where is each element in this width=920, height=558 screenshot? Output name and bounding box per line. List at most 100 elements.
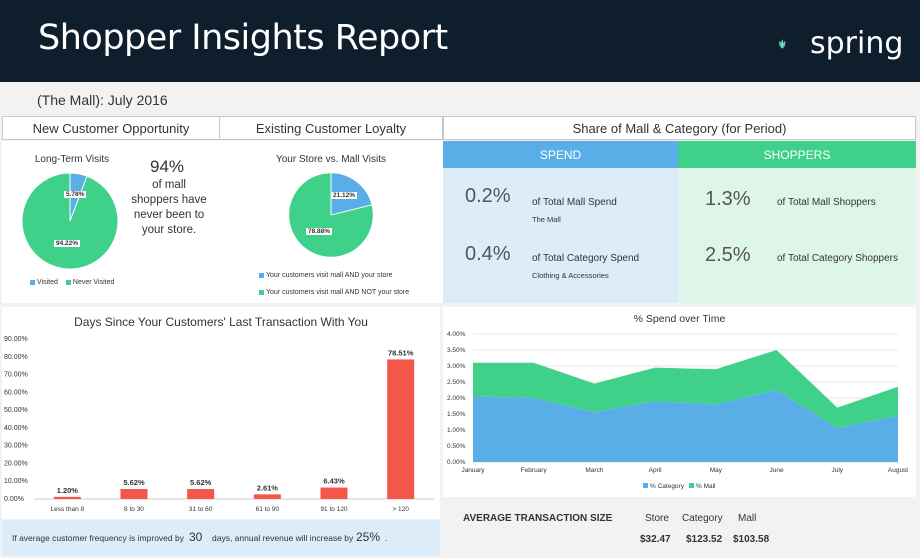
spend-mall-label: of Total Mall Spend xyxy=(532,197,617,208)
y-tick-label: 60.00% xyxy=(4,389,28,396)
store-vs-mall-title: Your Store vs. Mall Visits xyxy=(275,154,387,165)
x-category-label: March xyxy=(585,467,603,474)
y-tick-label: 70.00% xyxy=(4,372,28,379)
legend-label: % Category xyxy=(650,483,685,490)
shoppers-category-label: of Total Category Shoppers xyxy=(777,253,899,264)
bar-data-label: 1.20% xyxy=(57,486,79,495)
x-category-label: 31 to 60 xyxy=(189,506,213,513)
visited-slice-label: 5.78% xyxy=(64,191,87,198)
tab-share-of-mall-category[interactable]: Share of Mall & Category (for Period) xyxy=(443,116,916,140)
x-category-label: > 120 xyxy=(392,506,409,513)
legend-and-store: Your customers visit mall AND your store xyxy=(266,272,393,279)
shoppers-mall-value: 1.3% xyxy=(705,188,751,210)
not-store-slice-label: 78.88% xyxy=(306,228,333,235)
avg-category-header: Category xyxy=(682,513,723,524)
long-term-visits-panel: Long-Term Visits 5.78% 94.22% 94% of mal… xyxy=(2,141,220,303)
tab-existing-customer-loyalty[interactable]: Existing Customer Loyalty xyxy=(219,116,443,140)
bar-data-label: 5.62% xyxy=(123,478,145,487)
long-term-visits-pie xyxy=(21,172,119,270)
y-tick-label: 3.00% xyxy=(447,363,466,370)
legend-swatch xyxy=(30,280,35,285)
x-category-label: 8 to 30 xyxy=(124,506,144,513)
note-mid: days, annual revenue will increase by xyxy=(212,533,354,543)
never-visited-description: of mall shoppers have never been to your… xyxy=(124,178,214,238)
x-category-label: August xyxy=(888,467,908,474)
spend-over-time-panel: % Spend over Time 0.00% 0.50% 1.00% 1.50% 2.… xyxy=(443,307,916,497)
y-tick-label: 80.00% xyxy=(4,354,28,361)
bar-data-label: 2.61% xyxy=(257,483,279,492)
desc-line: shoppers have xyxy=(131,194,207,206)
legend-swatch xyxy=(259,290,264,295)
frequency-note: If average customer frequency is improve… xyxy=(2,520,440,556)
pie-slice-never-visited xyxy=(21,172,119,270)
report-header: Shopper Insights Report spring xyxy=(0,0,920,82)
logo-text: spring xyxy=(810,26,904,61)
y-tick-label: 4.00% xyxy=(447,331,466,338)
spend-mall-value: 0.2% xyxy=(465,185,511,207)
pie-slice-your-customers-visit-mall-and-not-your-store xyxy=(288,172,374,258)
report-title: Shopper Insights Report xyxy=(38,18,448,58)
days-since-title: Days Since Your Customers' Last Transact… xyxy=(74,315,368,329)
spend-category-label: of Total Category Spend xyxy=(532,253,640,264)
long-term-visits-title: Long-Term Visits xyxy=(34,154,110,165)
avg-category-value: $123.52 xyxy=(686,534,723,545)
shoppers-category-value: 2.5% xyxy=(705,244,751,266)
and-store-slice-label: 21.12% xyxy=(331,192,358,199)
days-since-panel: Days Since Your Customers' Last Transact… xyxy=(2,307,440,519)
report-subtitle: (The Mall): July 2016 xyxy=(37,92,168,108)
x-category-label: June xyxy=(770,467,784,474)
y-tick-label: 40.00% xyxy=(4,425,28,432)
spend-body: 0.2% of Total Mall Spend The Mall 0.4% o… xyxy=(443,168,678,303)
y-tick-label: 50.00% xyxy=(4,407,28,414)
store-vs-mall-panel: Your Store vs. Mall Visits 21.12% 78.88%… xyxy=(219,141,443,303)
shoppers-body: 1.3% of Total Mall Shoppers 2.5% of Tota… xyxy=(678,168,916,303)
area-series-category xyxy=(473,390,898,462)
x-category-label: February xyxy=(521,467,548,474)
y-tick-label: 90.00% xyxy=(4,336,28,343)
loyalty-legend-1: Your customers visit mall AND your store xyxy=(259,272,393,279)
x-category-label: January xyxy=(461,467,485,474)
legend-swatch xyxy=(259,273,264,278)
y-tick-label: 30.00% xyxy=(4,443,28,450)
y-tick-label: 1.00% xyxy=(447,427,466,434)
spend-mall-sub: The Mall xyxy=(532,215,561,224)
bar-2 xyxy=(187,489,215,499)
x-category-label: 61 to 90 xyxy=(256,506,280,513)
days-since-bar-chart: 0.00% 10.00% 20.00% 30.00% 40.00% 50.00% 60.00… xyxy=(4,336,434,513)
tab-new-customer-opportunity[interactable]: New Customer Opportunity xyxy=(2,116,220,140)
y-tick-label: 20.00% xyxy=(4,460,28,467)
avg-store-header: Store xyxy=(645,513,669,524)
spend-header: SPEND xyxy=(443,141,678,168)
spend-category-sub: Clothing & Accessories xyxy=(532,271,609,280)
avg-store-value: $32.47 xyxy=(640,534,671,545)
x-category-label: July xyxy=(832,467,844,474)
avg-mall-value: $103.58 xyxy=(733,534,770,545)
long-term-legend: Visited Never Visited xyxy=(30,279,114,286)
never-visited-big-pct: 94% xyxy=(150,157,185,176)
spend-over-time-area-chart: 0.00% 0.50% 1.00% 1.50% 2.00% 2.50% 3.00% 3.50%… xyxy=(447,331,908,490)
y-tick-label: 1.50% xyxy=(447,411,466,418)
bar-data-label: 78.51% xyxy=(388,348,414,357)
bar-1 xyxy=(120,489,148,499)
bar-0 xyxy=(53,496,81,499)
legend-swatch xyxy=(689,483,694,488)
desc-line: of mall xyxy=(152,179,186,191)
bar-data-label: 6.43% xyxy=(323,477,345,486)
y-tick-label: 3.50% xyxy=(447,347,466,354)
shoppers-mall-label: of Total Mall Shoppers xyxy=(777,197,876,208)
loyalty-legend-2: Your customers visit mall AND NOT your s… xyxy=(259,289,409,296)
note-pre: If average customer frequency is improve… xyxy=(12,533,184,543)
legend-not-store: Your customers visit mall AND NOT your s… xyxy=(266,289,410,296)
desc-line: never been to xyxy=(133,209,205,221)
y-tick-label: 0.50% xyxy=(447,443,466,450)
bar-4 xyxy=(320,487,348,499)
shoppers-header: SHOPPERS xyxy=(678,141,916,168)
store-vs-mall-pie xyxy=(288,172,374,258)
bar-data-label: 5.62% xyxy=(190,478,212,487)
x-category-label: April xyxy=(649,467,663,474)
avg-mall-header: Mall xyxy=(738,513,757,524)
y-tick-label: 0.00% xyxy=(4,496,24,503)
note-days: 30 xyxy=(189,530,203,544)
note-pct: 25% xyxy=(356,530,381,544)
note-end: . xyxy=(385,533,388,543)
